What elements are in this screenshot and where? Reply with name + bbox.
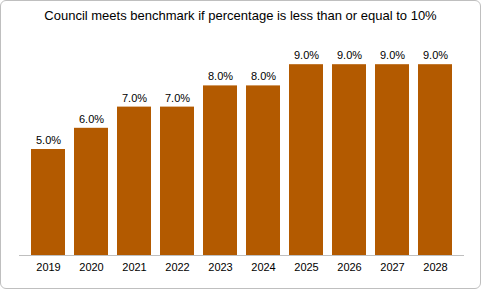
svg-text:9.0%: 9.0% xyxy=(380,49,405,61)
svg-text:7.0%: 7.0% xyxy=(165,92,190,104)
svg-text:2024: 2024 xyxy=(251,261,275,273)
svg-text:2022: 2022 xyxy=(165,261,189,273)
svg-text:2021: 2021 xyxy=(122,261,146,273)
svg-text:2028: 2028 xyxy=(423,261,447,273)
svg-text:2023: 2023 xyxy=(208,261,232,273)
html-text:Council meets benchmark if per: Council meets benchmark if percentage is… xyxy=(44,8,437,23)
svg-text:9.0%: 9.0% xyxy=(337,49,362,61)
svg-text:2025: 2025 xyxy=(294,261,318,273)
svg-text:7.0%: 7.0% xyxy=(122,92,147,104)
svg-text:8.0%: 8.0% xyxy=(251,70,276,82)
svg-text:2027: 2027 xyxy=(380,261,404,273)
svg-text:9.0%: 9.0% xyxy=(294,49,319,61)
svg-text:9.0%: 9.0% xyxy=(423,49,448,61)
svg-text:6.0%: 6.0% xyxy=(79,113,104,125)
svg-text:8.0%: 8.0% xyxy=(208,70,233,82)
svg-text:2019: 2019 xyxy=(36,261,60,273)
svg-text:2026: 2026 xyxy=(337,261,361,273)
svg-text:5.0%: 5.0% xyxy=(36,134,61,146)
svg-text:2020: 2020 xyxy=(79,261,103,273)
